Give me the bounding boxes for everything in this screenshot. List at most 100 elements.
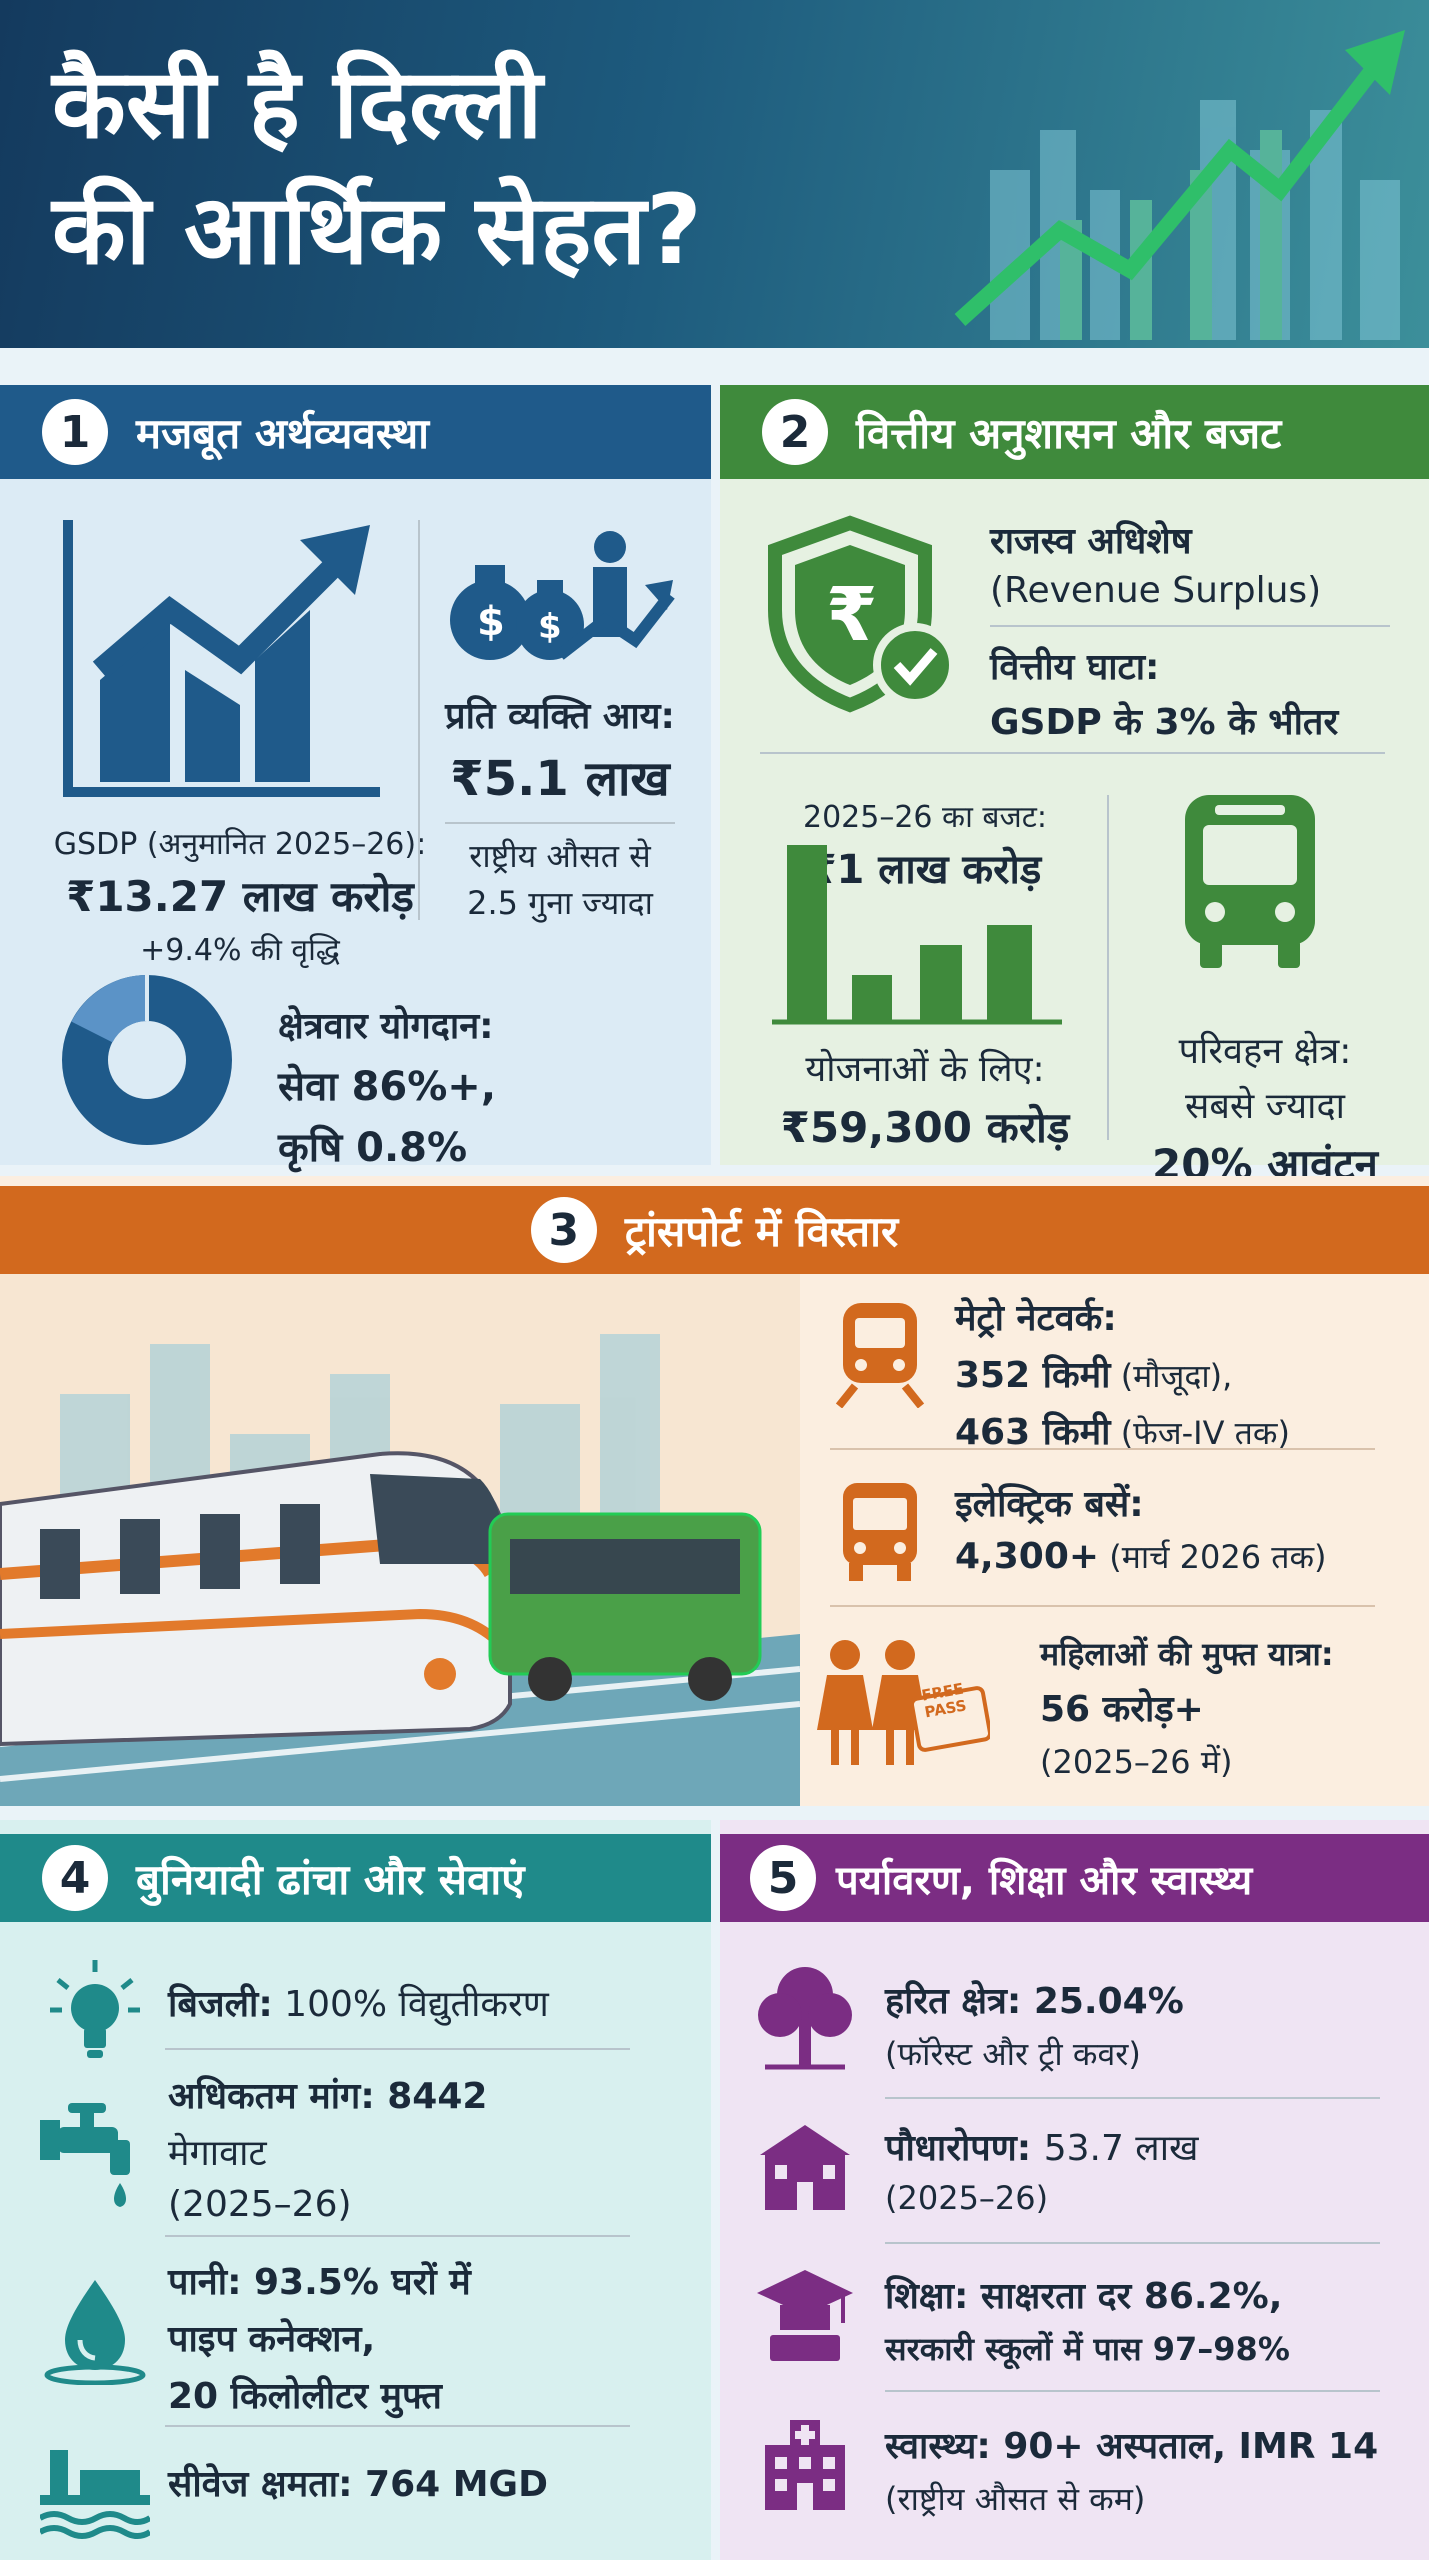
section-infrastructure-header: 4 बुनियादी ढांचा और सेवाएं: [0, 1834, 711, 1922]
section-economy-header: 1 मजबूत अर्थव्यवस्था: [0, 385, 711, 479]
sector-service: सेवा 86%+,: [278, 1064, 497, 1110]
transport-note: सबसे ज्यादा: [1185, 1086, 1345, 1127]
divider: [830, 1605, 1375, 1607]
schemes-label: योजनाओं के लिए:: [805, 1049, 1045, 1090]
metro-bus-illustration: [0, 1274, 800, 1806]
section-title: वित्तीय अनुशासन और बजट: [856, 408, 1282, 458]
electricity-block: बिजली: 100% विद्युतीकरण: [168, 1978, 549, 2027]
section-environment-header: 5 पर्यावरण, शिक्षा और स्वास्थ्य: [720, 1834, 1429, 1922]
section-finance: [720, 385, 1429, 1165]
shield-rupee-icon: ₹: [768, 515, 957, 713]
electricity-value: 100% विद्युतीकरण: [272, 1984, 549, 2025]
green-cover-label: हरित क्षेत्र: 25.04%: [885, 1981, 1184, 2022]
water-block: पानी: 93.5% घरों में पाइप कनेक्शन, 20 कि…: [168, 2256, 471, 2419]
section-title: मजबूत अर्थव्यवस्था: [136, 408, 430, 458]
section-number: 2: [762, 399, 828, 465]
page-title-line-2: की आर्थिक सेहत?: [52, 174, 702, 286]
revenue-surplus-label: राजस्व अधिशेष: [990, 521, 1192, 562]
plantation-note: (2025–26): [885, 2179, 1049, 2217]
growth-chart-icon: [63, 520, 380, 797]
plantation-label: पौधारोपण:: [885, 2128, 1044, 2169]
section-title: ट्रांसपोर्ट में विस्तार: [624, 1206, 899, 1256]
divider: [165, 2235, 630, 2237]
plantation-value: 53.7 लाख: [1043, 2128, 1199, 2169]
rupee-symbol: ₹: [826, 572, 878, 658]
ebus-value: 4,300+: [955, 1536, 1100, 1577]
per-capita-value: ₹5.1 लाख: [450, 751, 670, 807]
tree-icon: [758, 1967, 852, 2070]
section-title: बुनियादी ढांचा और सेवाएं: [136, 1854, 525, 1904]
money-bags-icon: $ $: [450, 531, 675, 660]
divider: [760, 752, 1385, 754]
section-number: 3: [530, 1197, 597, 1263]
ebus-note: (मार्च 2026 तक): [1099, 1538, 1327, 1576]
green-cover-note: (फॉरेस्ट और ट्री कवर): [885, 2035, 1141, 2073]
divider: [885, 2097, 1380, 2099]
water-drop-icon: [44, 2280, 146, 2385]
divider: [885, 2390, 1380, 2392]
education-line-1: शिक्षा: साक्षरता दर 86.2%,: [885, 2276, 1283, 2317]
women-free-pass-icon: [817, 1640, 990, 1765]
page-title-line-1: कैसी है दिल्ली: [52, 48, 543, 160]
school-building-icon: [760, 2125, 850, 2210]
divider: [830, 1448, 1375, 1450]
peak-demand-label: अधिकतम मांग: 8442: [168, 2076, 488, 2117]
electric-bus: [488, 1512, 762, 1701]
water-line-3: 20 किलोलीटर मुफ्त: [168, 2376, 442, 2417]
education-block: शिक्षा: साक्षरता दर 86.2%, सरकारी स्कूलो…: [885, 2270, 1290, 2370]
section-finance-header: 2 वित्तीय अनुशासन और बजट: [720, 385, 1429, 479]
hospital-icon: [765, 2420, 845, 2510]
sewage-plant-icon: [40, 2450, 150, 2539]
svg-text:$: $: [477, 599, 505, 645]
peak-demand-block: अधिकतम मांग: 8442 मेगावाट (2025–26): [168, 2070, 487, 2225]
page-header: कैसी है दिल्ली की आर्थिक सेहत?: [0, 0, 1429, 348]
women-travel-note: (2025–26 में): [1040, 1743, 1233, 1781]
revenue-surplus-block: राजस्व अधिशेष (Revenue Surplus) वित्तीय …: [990, 515, 1390, 745]
section-transport-header: 3 ट्रांसपोर्ट में विस्तार: [0, 1186, 1429, 1274]
budget-value: ₹1 लाख करोड़: [808, 847, 1042, 893]
sector-donut-chart: [62, 975, 232, 1145]
ebus-block: इलेक्ट्रिक बसें: 4,300+ (मार्च 2026 तक): [955, 1478, 1415, 1578]
deficit-label: वित्तीय घाटा:: [990, 647, 1160, 688]
health-block: स्वास्थ्य: 90+ अस्पताल, IMR 14 (राष्ट्री…: [885, 2420, 1378, 2520]
budget-block: 2025–26 का बजट: ₹1 लाख करोड़: [760, 795, 1090, 895]
education-line-2: सरकारी स्कूलों में पास 97–98%: [885, 2330, 1290, 2368]
free-pass-label: FREE PASS: [920, 1679, 968, 1722]
electricity-label: बिजली:: [168, 1984, 273, 2025]
transport-label: परिवहन क्षेत्र:: [1178, 1031, 1352, 1072]
per-capita-label: प्रति व्यक्ति आय:: [445, 696, 675, 737]
schemes-value: ₹59,300 करोड़: [780, 1103, 1070, 1152]
section-number: 1: [42, 399, 108, 465]
gsdp-value: ₹13.27 लाख करोड़: [66, 872, 414, 921]
sector-block: क्षेत्रवार योगदान: सेवा 86%+, कृषि 0.8%: [278, 1000, 496, 1173]
sewage-capacity: सीवेज क्षमता: 764 MGD: [168, 2464, 548, 2505]
bus-icon: [1185, 795, 1315, 968]
metro-future-note: (फेज-IV तक): [1110, 1414, 1290, 1452]
sector-title: क्षेत्रवार योगदान:: [278, 1006, 494, 1047]
deficit-value: GSDP के 3% के भीतर: [990, 702, 1339, 743]
plantation-block: पौधारोपण: 53.7 लाख (2025–26): [885, 2122, 1198, 2217]
metro-future-value: 463 किमी: [955, 1412, 1111, 1453]
city-growth-icon: [954, 30, 1405, 340]
green-cover-block: हरित क्षेत्र: 25.04% (फॉरेस्ट और ट्री कव…: [885, 1975, 1184, 2075]
svg-text:$: $: [538, 607, 562, 647]
lightbulb-icon: [50, 1960, 140, 2058]
gsdp-block: GSDP (अनुमानित 2025–26): ₹13.27 लाख करोड…: [30, 822, 450, 969]
schemes-block: योजनाओं के लिए: ₹59,300 करोड़: [760, 1043, 1090, 1155]
women-travel-value: 56 करोड़+: [1040, 1689, 1204, 1730]
divider: [1107, 795, 1109, 1140]
women-travel-block: महिलाओं की मुफ्त यात्रा: 56 करोड़+ (2025…: [1040, 1632, 1420, 1783]
divider: [165, 2048, 630, 2050]
graduation-cap-icon: [757, 2270, 853, 2361]
section-title: पर्यावरण, शिक्षा और स्वास्थ्य: [836, 1857, 1253, 1904]
peak-demand-year: (2025–26): [168, 2184, 352, 2225]
peak-demand-unit: मेगावाट: [168, 2133, 267, 2174]
sector-agri: कृषि 0.8%: [278, 1125, 468, 1171]
gsdp-growth: +9.4% की वृद्धि: [140, 933, 340, 968]
per-capita-block: प्रति व्यक्ति आय: ₹5.1 लाख राष्ट्रीय औसत…: [435, 690, 685, 924]
women-travel-title: महिलाओं की मुफ्त यात्रा:: [1040, 1635, 1334, 1673]
divider: [885, 2242, 1380, 2244]
health-line-2: (राष्ट्रीय औसत से कम): [885, 2480, 1146, 2518]
gsdp-label: GSDP (अनुमानित 2025–26):: [53, 827, 427, 862]
divider: [418, 520, 420, 920]
